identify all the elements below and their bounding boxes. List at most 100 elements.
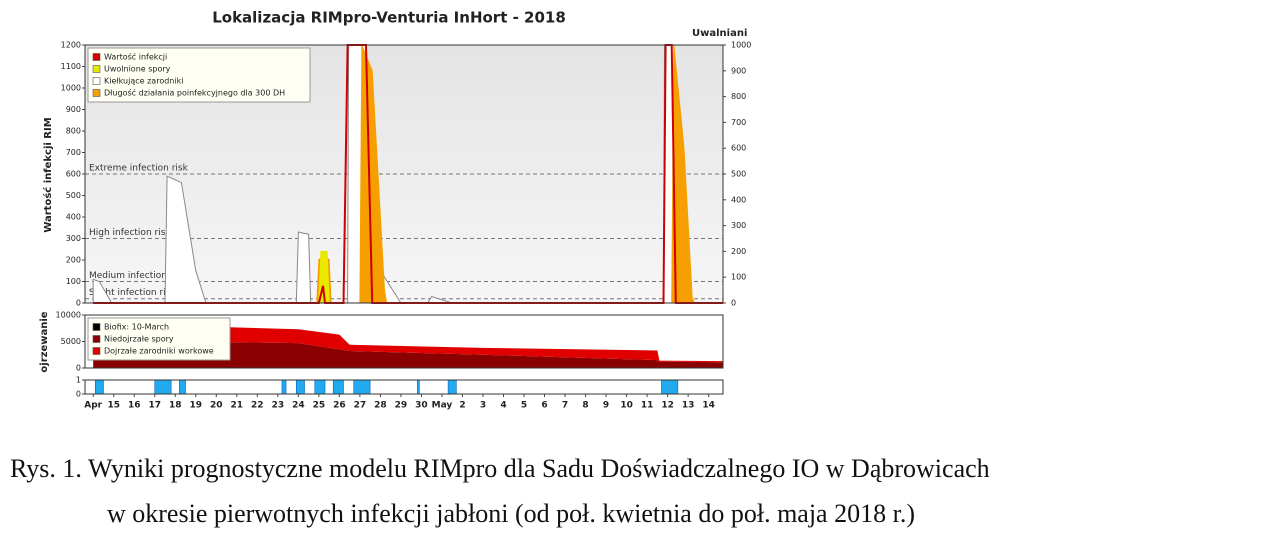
wetness-bar: [94, 379, 104, 395]
x-tick-label: 19: [190, 401, 203, 411]
x-tick-label: May: [432, 401, 453, 411]
legend-swatch: [92, 347, 101, 355]
wetness-bar: [154, 379, 172, 395]
legend-swatch: [92, 65, 101, 73]
plot-frame: [84, 314, 724, 369]
x-tick-label: 29: [395, 401, 408, 411]
legend-swatch: [92, 77, 101, 85]
x-tick-label: 6: [541, 401, 547, 411]
wetness-bar: [295, 379, 305, 395]
x-tick-label: 16: [128, 401, 141, 411]
caption-line: w okresie pierwotnych infekcji jabłoni (…: [107, 499, 915, 528]
x-tick-label: 2: [459, 401, 465, 411]
y-tick-label: 300: [66, 234, 81, 243]
y2-tick-label: 0: [731, 299, 736, 308]
x-tick-label: 20: [210, 401, 223, 411]
x-tick-label: 11: [641, 401, 654, 411]
wetness-bar: [281, 379, 287, 395]
y2-tick-label: 800: [731, 92, 746, 101]
y2-tick-label: 900: [731, 66, 746, 75]
y-tick-label: 700: [66, 148, 81, 157]
x-tick-label: 4: [500, 401, 506, 411]
y-tick-label: 900: [66, 105, 81, 114]
y-tick-label: 600: [66, 170, 81, 179]
x-tick-label: 18: [169, 401, 182, 411]
legend-swatch: [92, 323, 101, 331]
wetness-bar: [417, 379, 420, 395]
chart-title: Lokalizacja RIMpro-Venturia InHort - 201…: [212, 9, 566, 27]
y2-tick-label: 300: [731, 221, 746, 230]
y2-tick-label: 700: [731, 118, 746, 127]
legend-swatch: [92, 335, 101, 343]
y-tick-label: 0: [76, 390, 81, 399]
y-tick-label: 200: [66, 256, 81, 265]
plot-frame: [84, 379, 724, 395]
x-tick-label: 30: [415, 401, 428, 411]
y2-tick-label: 500: [731, 170, 746, 179]
legend-label: Wartość infekcji: [104, 52, 167, 62]
wetness-bar: [314, 379, 326, 395]
area: [316, 44, 696, 304]
x-tick-label: 15: [107, 401, 120, 411]
wetness-bar: [661, 379, 679, 395]
y-tick-label: 0: [76, 299, 81, 308]
y-tick-label: 1200: [61, 41, 81, 50]
threshold-label: Extreme infection risk: [89, 164, 189, 174]
x-tick-label: 14: [702, 401, 715, 411]
y-tick-label: 0: [76, 364, 81, 373]
y-axis-label: ojrzewanie: [39, 311, 50, 372]
y-tick-label: 5000: [61, 337, 81, 346]
legend-label: Niedojrzałe spory: [104, 335, 174, 344]
threshold-label: Medium infection risk: [89, 271, 187, 281]
legend-label: Uwolnione spory: [104, 65, 171, 74]
y-axis-label: Wartość infekcji RIM: [42, 117, 54, 232]
x-tick-label: Apr: [84, 401, 102, 411]
y-tick-label: 1100: [61, 62, 81, 71]
stacked-area: [93, 341, 723, 368]
x-tick-label: 27: [354, 401, 367, 411]
wetness-bar: [179, 379, 186, 395]
y2-tick-label: 100: [731, 273, 746, 282]
x-tick-label: 26: [333, 401, 346, 411]
x-tick-label: 3: [480, 401, 486, 411]
threshold-label: Slight infection risk: [89, 288, 176, 298]
x-tick-label: 7: [562, 401, 568, 411]
x-tick-label: 17: [148, 401, 161, 411]
legend-box: [87, 47, 311, 103]
x-tick-label: 23: [272, 401, 285, 411]
y2-axis-label: Uwalniani: [692, 28, 747, 39]
x-tick-label: 28: [374, 401, 387, 411]
legend-label: Biofix: 10-March: [104, 323, 169, 332]
x-tick-label: 21: [231, 401, 244, 411]
y-tick-label: 10000: [56, 311, 81, 320]
legend-label: Kiełkujące zarodniki: [104, 77, 183, 86]
x-tick-label: 12: [661, 401, 674, 411]
stacked-area: [93, 325, 723, 363]
x-tick-label: 9: [603, 401, 609, 411]
x-tick-label: 8: [582, 401, 588, 411]
y-tick-label: 500: [66, 191, 81, 200]
y-tick-label: 800: [66, 127, 81, 136]
y2-tick-label: 200: [731, 247, 746, 256]
x-tick-label: 5: [521, 401, 527, 411]
x-tick-label: 13: [682, 401, 695, 411]
legend-box: [87, 317, 231, 361]
y2-tick-label: 600: [731, 144, 746, 153]
wetness-bar: [447, 379, 457, 395]
wetness-bar: [353, 379, 371, 395]
legend-label: Dojrzałe zarodniki workowe: [104, 347, 214, 356]
legend-label: Długość działania poinfekcyjnego dla 300…: [104, 88, 285, 98]
x-tick-label: 25: [313, 401, 326, 411]
y2-tick-label: 400: [731, 195, 746, 204]
legend-swatch: [92, 89, 101, 97]
y-tick-label: 1: [76, 376, 81, 385]
y2-tick-label: 1000: [731, 41, 751, 50]
x-tick-label: 22: [251, 401, 264, 411]
wetness-bar: [332, 379, 344, 395]
y-tick-label: 1000: [61, 84, 81, 93]
threshold-label: High infection risk: [89, 228, 171, 238]
y-tick-label: 100: [66, 277, 81, 286]
x-tick-label: 24: [292, 401, 305, 411]
x-tick-label: 10: [620, 401, 633, 411]
